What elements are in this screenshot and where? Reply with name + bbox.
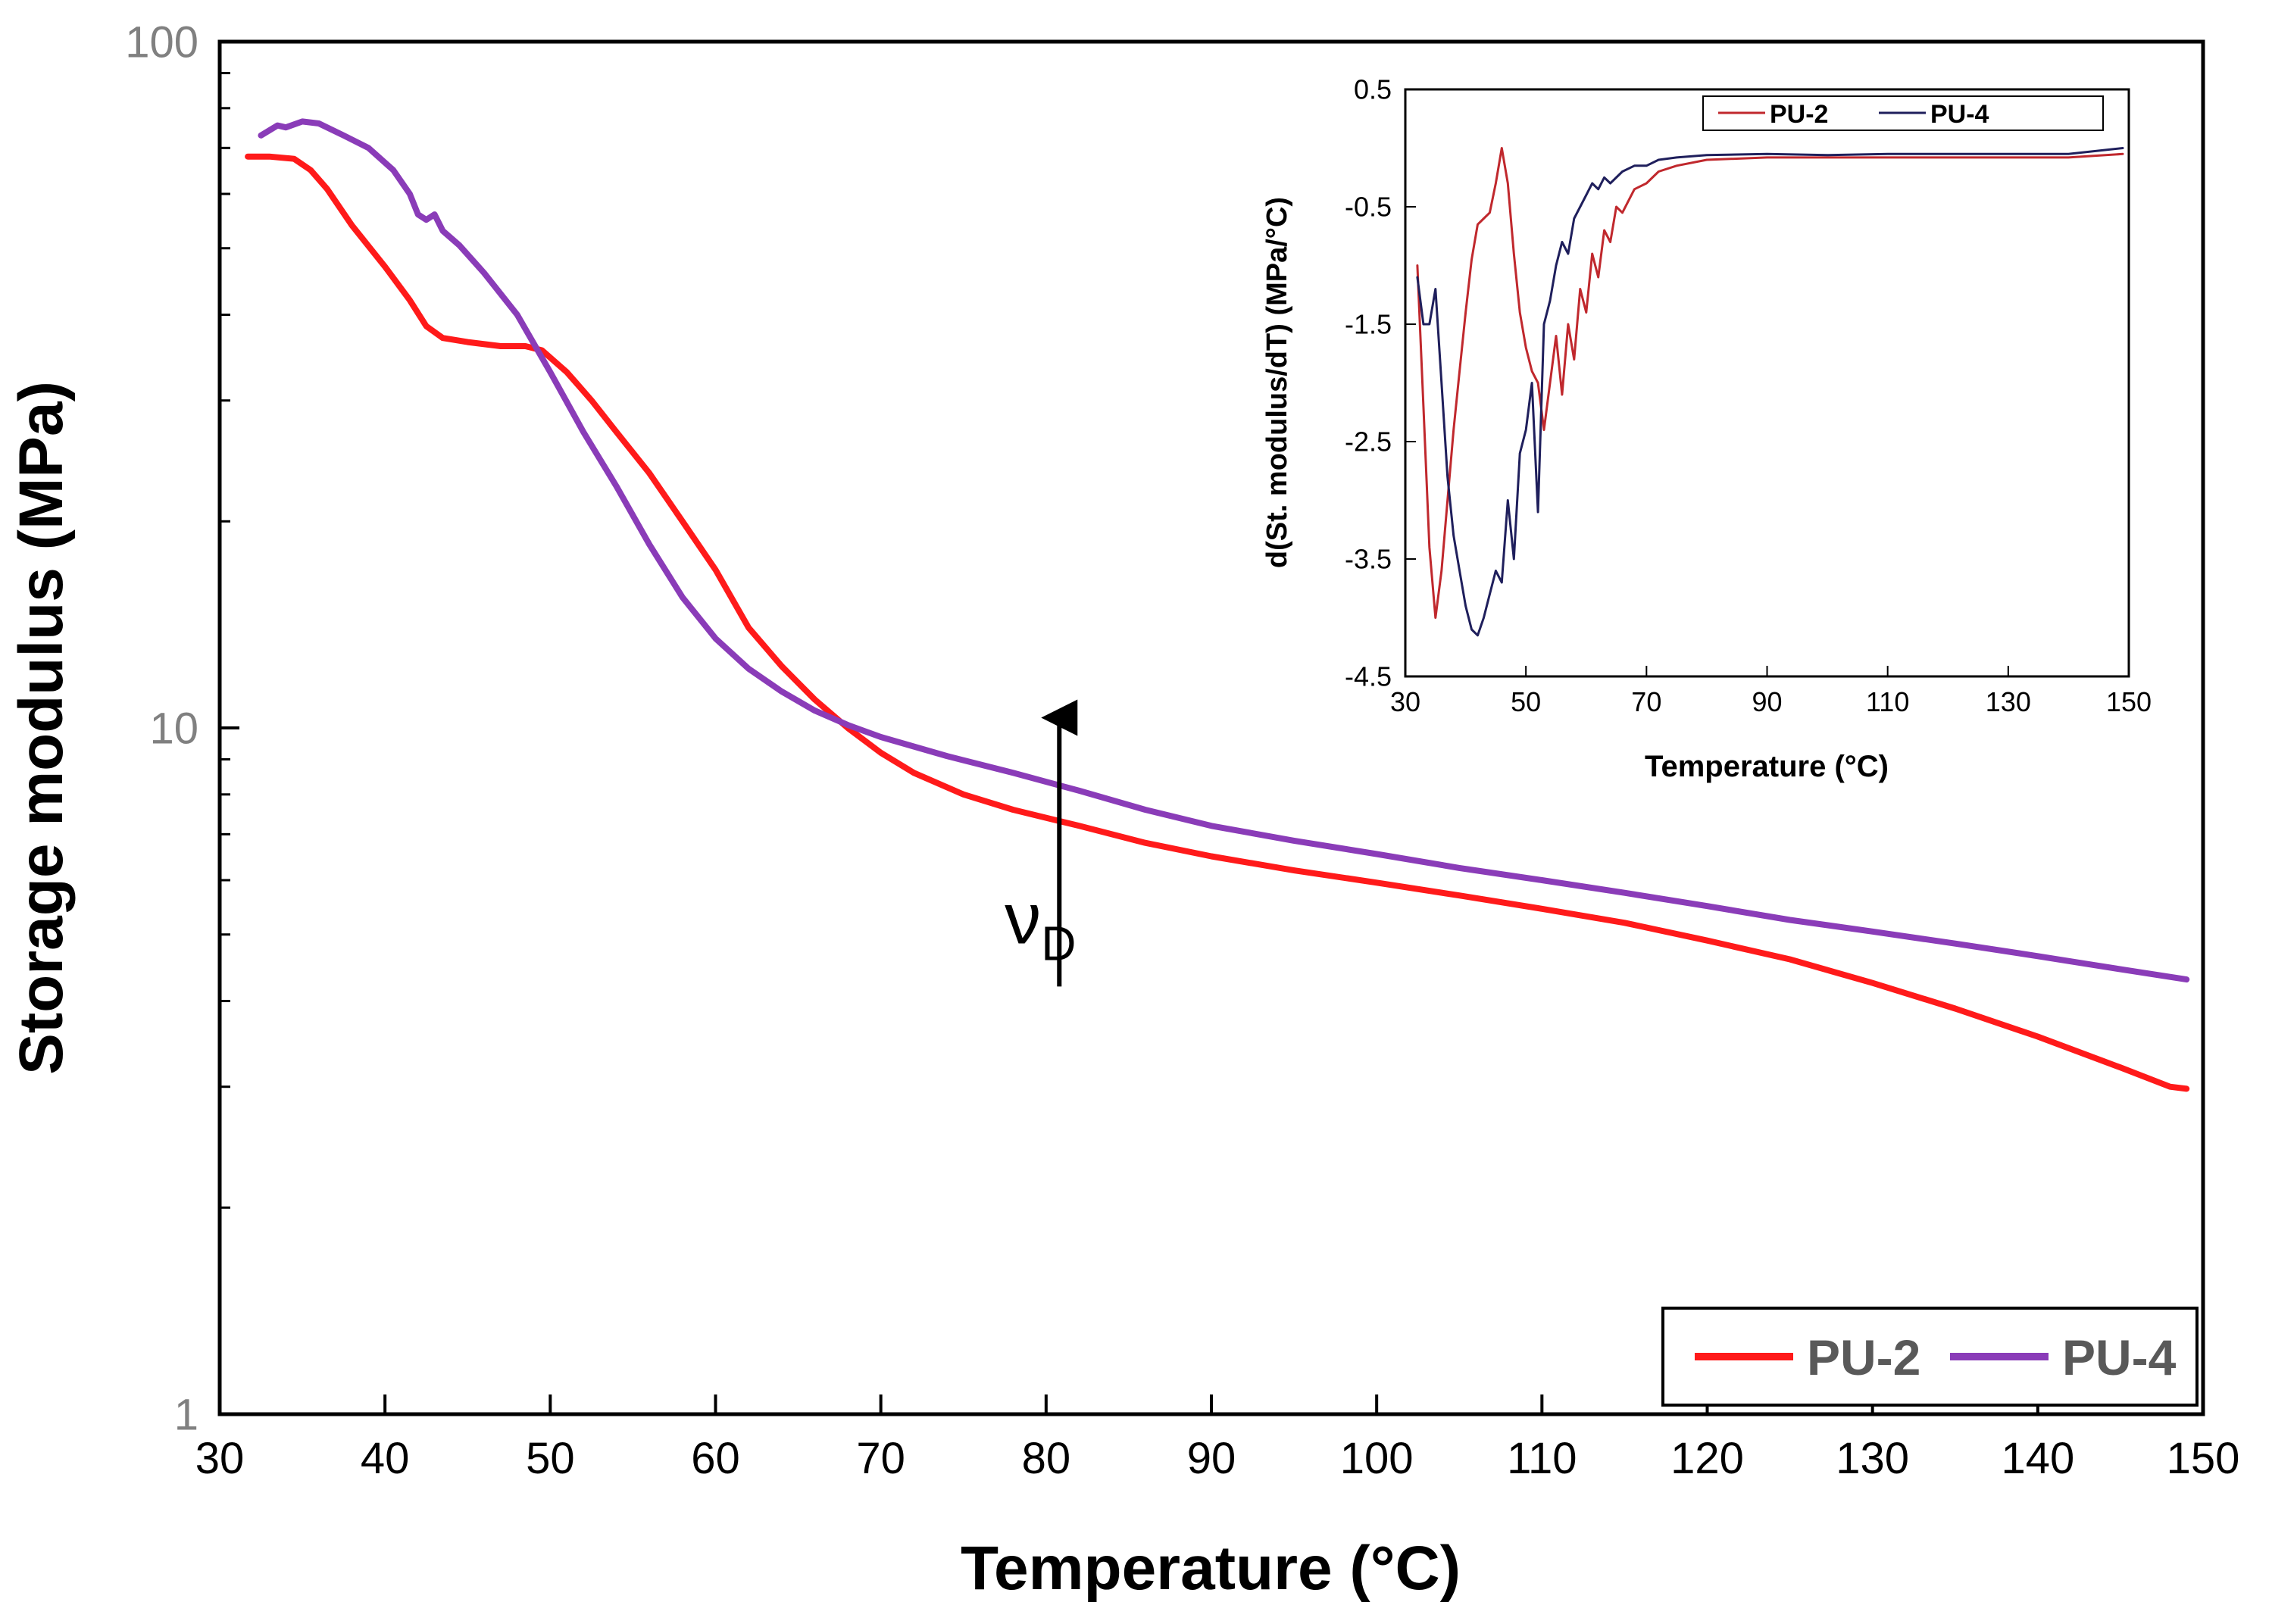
legend-label-pu-2: PU-2 <box>1807 1329 1920 1385</box>
main-x-tick-label-70: 70 <box>856 1434 905 1483</box>
inset-x-axis-label: Temperature (°C) <box>1645 750 1889 783</box>
inset-series-line-pu-2 <box>1416 147 2124 619</box>
inset-chart: 0.5 -0.5 -1.5 -2.5 -3.5 -4.5 30 50 70 90 110 130 15… <box>1261 74 2152 783</box>
main-x-tick-label-130: 130 <box>1836 1434 1909 1483</box>
main-y-tick-label-1: 1 <box>174 1390 198 1439</box>
main-x-tick-label-140: 140 <box>2001 1434 2074 1483</box>
inset-y-tick-label-0-5: 0.5 <box>1354 74 1392 105</box>
inset-legend: PU-2 PU-4 <box>1702 95 2104 131</box>
inset-series-group <box>1416 147 2124 637</box>
main-x-tick-label-110: 110 <box>1507 1434 1577 1483</box>
main-series-line-pu-2 <box>245 153 2190 1092</box>
main-y-axis: 1 10 100 <box>125 17 239 1439</box>
inset-plot-frame <box>1404 88 2130 678</box>
main-y-axis-label: Storage modulus (MPa) <box>7 381 76 1075</box>
main-x-axis: 30 40 50 60 70 80 90 100 110 120 130 140 150 <box>195 1394 2240 1483</box>
inset-x-tick-label-90: 90 <box>1752 686 1782 717</box>
inset-x-tick-label-70: 70 <box>1631 686 1661 717</box>
main-x-axis-label: Temperature (°C) <box>961 1534 1461 1603</box>
main-series-line-pu-4 <box>258 118 2190 983</box>
nu-d-annotation: νD <box>1005 699 1078 987</box>
main-y-tick-label-100: 100 <box>125 17 198 67</box>
inset-y-tick-label-1-5: -1.5 <box>1345 309 1392 340</box>
inset-y-tick-label-4-5: -4.5 <box>1345 661 1392 692</box>
main-x-tick-label-30: 30 <box>195 1434 245 1483</box>
inset-y-tick-label-0-5: -0.5 <box>1345 192 1392 223</box>
inset-legend-label-pu-2: PU-2 <box>1770 100 1828 129</box>
main-x-tick-label-120: 120 <box>1670 1434 1744 1483</box>
legend-label-pu-4: PU-4 <box>2062 1329 2177 1385</box>
main-x-tick-label-100: 100 <box>1340 1434 1414 1483</box>
main-x-tick-label-60: 60 <box>691 1434 740 1483</box>
inset-x-tick-label-110: 110 <box>1866 686 1909 717</box>
inset-x-tick-label-30: 30 <box>1390 686 1420 717</box>
nu-d-label: νD <box>1005 879 1076 971</box>
inset-y-tick-label-3-5: -3.5 <box>1345 544 1392 575</box>
inset-y-axis: 0.5 -0.5 -1.5 -2.5 -3.5 -4.5 <box>1345 74 1416 692</box>
inset-series-line-pu-4 <box>1416 147 2124 637</box>
main-x-tick-label-90: 90 <box>1187 1434 1236 1483</box>
inset-x-tick-label-150: 150 <box>2106 686 2152 717</box>
inset-x-axis: 30 50 70 90 110 130 150 <box>1390 666 2152 717</box>
main-x-tick-label-80: 80 <box>1022 1434 1071 1483</box>
inset-y-axis-label: d(St. modulus/dT) (MPa/°C) <box>1261 197 1293 568</box>
inset-x-tick-label-130: 130 <box>1986 686 2031 717</box>
inset-y-tick-label-2-5: -2.5 <box>1345 426 1392 458</box>
main-y-tick-label-10: 10 <box>149 704 198 753</box>
main-legend: PU-2 PU-4 <box>1661 1307 2199 1407</box>
main-x-tick-label-150: 150 <box>2167 1434 2240 1483</box>
inset-x-tick-label-50: 50 <box>1511 686 1541 717</box>
main-series-group <box>245 118 2190 1092</box>
inset-legend-label-pu-4: PU-4 <box>1930 100 1989 129</box>
main-x-tick-label-50: 50 <box>526 1434 575 1483</box>
main-x-tick-label-40: 40 <box>361 1434 410 1483</box>
